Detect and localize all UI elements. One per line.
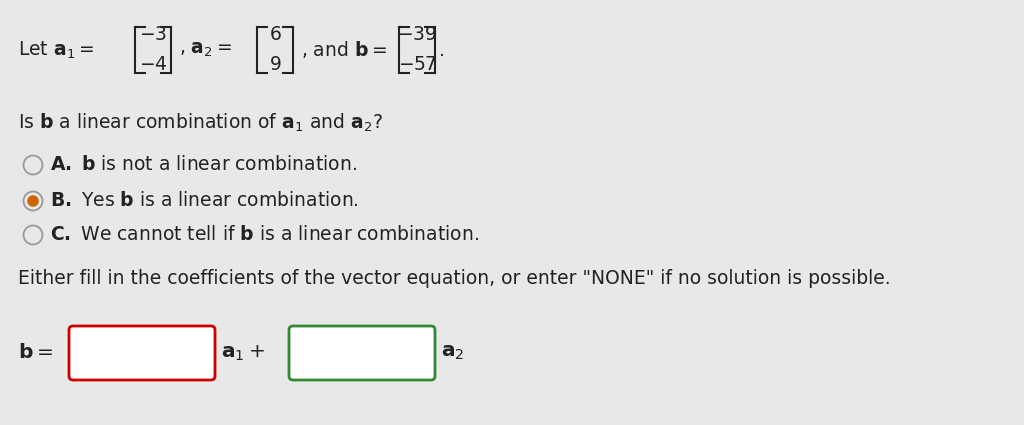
FancyBboxPatch shape — [69, 326, 215, 380]
Text: Let $\mathbf{a}_1 =$: Let $\mathbf{a}_1 =$ — [18, 40, 94, 61]
Text: $-39$: $-39$ — [397, 26, 437, 45]
Circle shape — [28, 195, 39, 207]
Text: Either fill in the coefficients of the vector equation, or enter "NONE" if no so: Either fill in the coefficients of the v… — [18, 269, 891, 289]
Text: , $\mathbf{a}_2 =$: , $\mathbf{a}_2 =$ — [179, 40, 232, 60]
Text: 23: 23 — [87, 343, 111, 363]
Text: $-4$: $-4$ — [138, 56, 167, 74]
FancyBboxPatch shape — [289, 326, 435, 380]
Text: -5: -5 — [307, 343, 326, 363]
Text: Is $\mathbf{b}$ a linear combination of $\mathbf{a}_1$ and $\mathbf{a}_2$?: Is $\mathbf{b}$ a linear combination of … — [18, 112, 383, 134]
Text: $-3$: $-3$ — [139, 26, 167, 45]
Text: $9$: $9$ — [268, 56, 282, 74]
Text: $6$: $6$ — [268, 26, 282, 45]
Text: , and $\mathbf{b} =$: , and $\mathbf{b} =$ — [301, 40, 387, 60]
Text: .: . — [439, 40, 444, 60]
Text: $\mathbf{C.}$ We cannot tell if $\mathbf{b}$ is a linear combination.: $\mathbf{C.}$ We cannot tell if $\mathbf… — [50, 226, 479, 244]
Text: $\mathbf{a}_1 +$: $\mathbf{a}_1 +$ — [221, 343, 265, 363]
Text: $\mathbf{b} =$: $\mathbf{b} =$ — [18, 343, 53, 363]
Text: $\mathbf{a}_2$: $\mathbf{a}_2$ — [441, 343, 464, 363]
Text: $\mathbf{B.}$ Yes $\mathbf{b}$ is a linear combination.: $\mathbf{B.}$ Yes $\mathbf{b}$ is a line… — [50, 192, 358, 210]
Text: $-57$: $-57$ — [397, 56, 436, 74]
Text: $\mathbf{A.}$ $\mathbf{b}$ is not a linear combination.: $\mathbf{A.}$ $\mathbf{b}$ is not a line… — [50, 156, 357, 175]
